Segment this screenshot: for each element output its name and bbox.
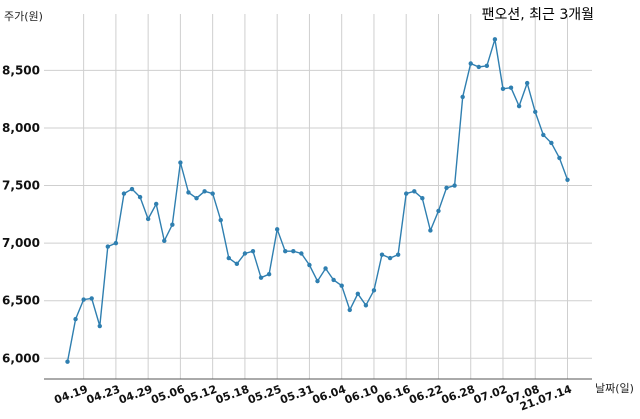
data-point bbox=[218, 217, 223, 223]
data-point bbox=[154, 201, 159, 207]
data-point bbox=[492, 37, 498, 42]
data-point bbox=[178, 160, 183, 165]
data-point bbox=[549, 140, 554, 146]
data-point bbox=[234, 261, 240, 267]
data-point bbox=[444, 185, 449, 191]
y-axis-ticks: 6,000 6,500 7,000 7,500 8,000 8,500 bbox=[2, 63, 40, 365]
data-point bbox=[137, 194, 143, 200]
data-point bbox=[121, 191, 127, 196]
data-point bbox=[113, 240, 119, 246]
data-point bbox=[363, 303, 369, 308]
data-point bbox=[226, 255, 231, 261]
data-point bbox=[81, 297, 86, 302]
data-point bbox=[89, 296, 94, 301]
data-point bbox=[194, 196, 199, 201]
data-point bbox=[73, 316, 78, 322]
data-point bbox=[210, 191, 215, 196]
data-point bbox=[339, 283, 344, 288]
y-tick-label: 7,000 bbox=[2, 236, 40, 250]
data-point bbox=[105, 244, 111, 249]
data-point bbox=[452, 183, 457, 188]
data-point bbox=[533, 109, 538, 115]
data-point bbox=[516, 103, 522, 109]
price-series-points bbox=[65, 37, 570, 364]
data-point bbox=[274, 227, 280, 232]
y-tick-label: 8,500 bbox=[2, 63, 40, 77]
data-point bbox=[565, 177, 570, 183]
y-axis-label: 주가(원) bbox=[4, 10, 43, 23]
data-point bbox=[323, 266, 328, 271]
data-point bbox=[97, 323, 102, 329]
data-point bbox=[145, 216, 151, 222]
x-axis-ticks: 04.1904.2304.2905.0605.1205.1805.2505.31… bbox=[53, 382, 574, 413]
y-tick-label: 8,000 bbox=[2, 121, 40, 135]
x-axis-label: 날짜(일) bbox=[595, 382, 634, 395]
price-series-line bbox=[66, 39, 569, 362]
data-point bbox=[436, 208, 441, 214]
data-point bbox=[468, 61, 473, 66]
data-point bbox=[484, 63, 490, 69]
data-point bbox=[476, 64, 481, 70]
data-point bbox=[250, 248, 256, 254]
grid-lines bbox=[44, 14, 592, 379]
data-point bbox=[404, 191, 409, 196]
data-point bbox=[387, 255, 393, 261]
data-point bbox=[412, 189, 417, 194]
data-point bbox=[170, 222, 175, 227]
data-point bbox=[331, 277, 336, 283]
data-point bbox=[307, 262, 312, 268]
data-point bbox=[315, 278, 320, 284]
data-point bbox=[428, 228, 433, 233]
data-point bbox=[299, 251, 304, 256]
data-point bbox=[129, 186, 135, 192]
data-point bbox=[355, 291, 361, 296]
data-point bbox=[379, 252, 385, 257]
data-point bbox=[162, 238, 167, 244]
y-tick-label: 6,500 bbox=[2, 294, 40, 308]
data-point bbox=[202, 189, 207, 194]
chart-title: 팬오션, 최근 3개월 bbox=[481, 7, 594, 23]
y-tick-label: 7,500 bbox=[2, 179, 40, 193]
data-point bbox=[541, 132, 546, 138]
data-point bbox=[291, 248, 296, 254]
y-tick-label: 6,000 bbox=[2, 351, 40, 365]
data-point bbox=[460, 94, 465, 100]
data-point bbox=[347, 307, 352, 313]
data-point bbox=[508, 85, 514, 90]
data-point bbox=[283, 248, 288, 254]
data-point bbox=[65, 359, 70, 364]
data-point bbox=[524, 80, 530, 86]
data-point bbox=[420, 196, 425, 201]
data-point bbox=[258, 275, 264, 280]
data-point bbox=[186, 190, 191, 195]
data-point bbox=[395, 252, 401, 257]
data-point bbox=[242, 251, 248, 256]
data-point bbox=[371, 288, 377, 293]
data-point bbox=[557, 155, 562, 161]
data-point bbox=[266, 272, 272, 277]
data-point bbox=[500, 86, 506, 92]
